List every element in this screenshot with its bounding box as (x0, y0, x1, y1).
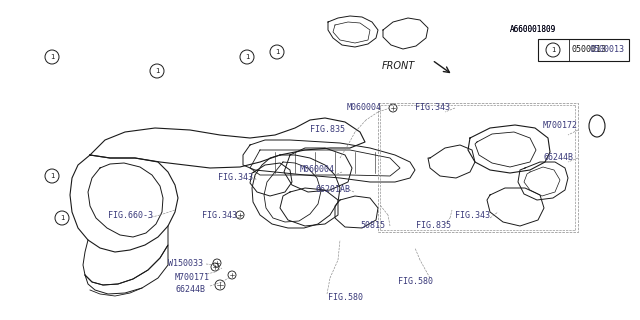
Text: M060004: M060004 (300, 165, 335, 174)
Text: FIG.660-3: FIG.660-3 (108, 212, 153, 220)
Text: 66244B: 66244B (175, 285, 205, 294)
Text: 1: 1 (60, 215, 64, 221)
Text: 50815: 50815 (360, 221, 385, 230)
Text: A660001809: A660001809 (510, 26, 556, 35)
Text: A660001809: A660001809 (510, 26, 556, 35)
Text: FIG.343: FIG.343 (415, 102, 450, 111)
Text: M700172: M700172 (543, 121, 578, 130)
Text: W150033: W150033 (168, 259, 203, 268)
Text: 0500013: 0500013 (589, 45, 624, 54)
Bar (538, 39, 629, 61)
Text: FIG.835: FIG.835 (416, 221, 451, 230)
Text: FIG.343: FIG.343 (202, 212, 237, 220)
Text: 66244B: 66244B (543, 153, 573, 162)
Text: 1: 1 (155, 68, 159, 74)
Text: FIG.343: FIG.343 (218, 173, 253, 182)
Text: 1: 1 (50, 173, 54, 179)
Text: 1: 1 (244, 54, 249, 60)
Text: M060004: M060004 (347, 102, 382, 111)
Text: FIG.835: FIG.835 (310, 125, 345, 134)
Text: FIG.580: FIG.580 (328, 292, 363, 301)
Text: FIG.580: FIG.580 (398, 277, 433, 286)
Text: 0500013: 0500013 (572, 45, 607, 54)
Text: 1: 1 (551, 47, 556, 53)
Text: FIG.343: FIG.343 (455, 211, 490, 220)
Text: 1: 1 (50, 54, 54, 60)
Text: 66201AB: 66201AB (316, 186, 351, 195)
Text: M700171: M700171 (175, 273, 210, 282)
Text: FRONT: FRONT (381, 61, 415, 71)
Text: 1: 1 (275, 49, 279, 55)
